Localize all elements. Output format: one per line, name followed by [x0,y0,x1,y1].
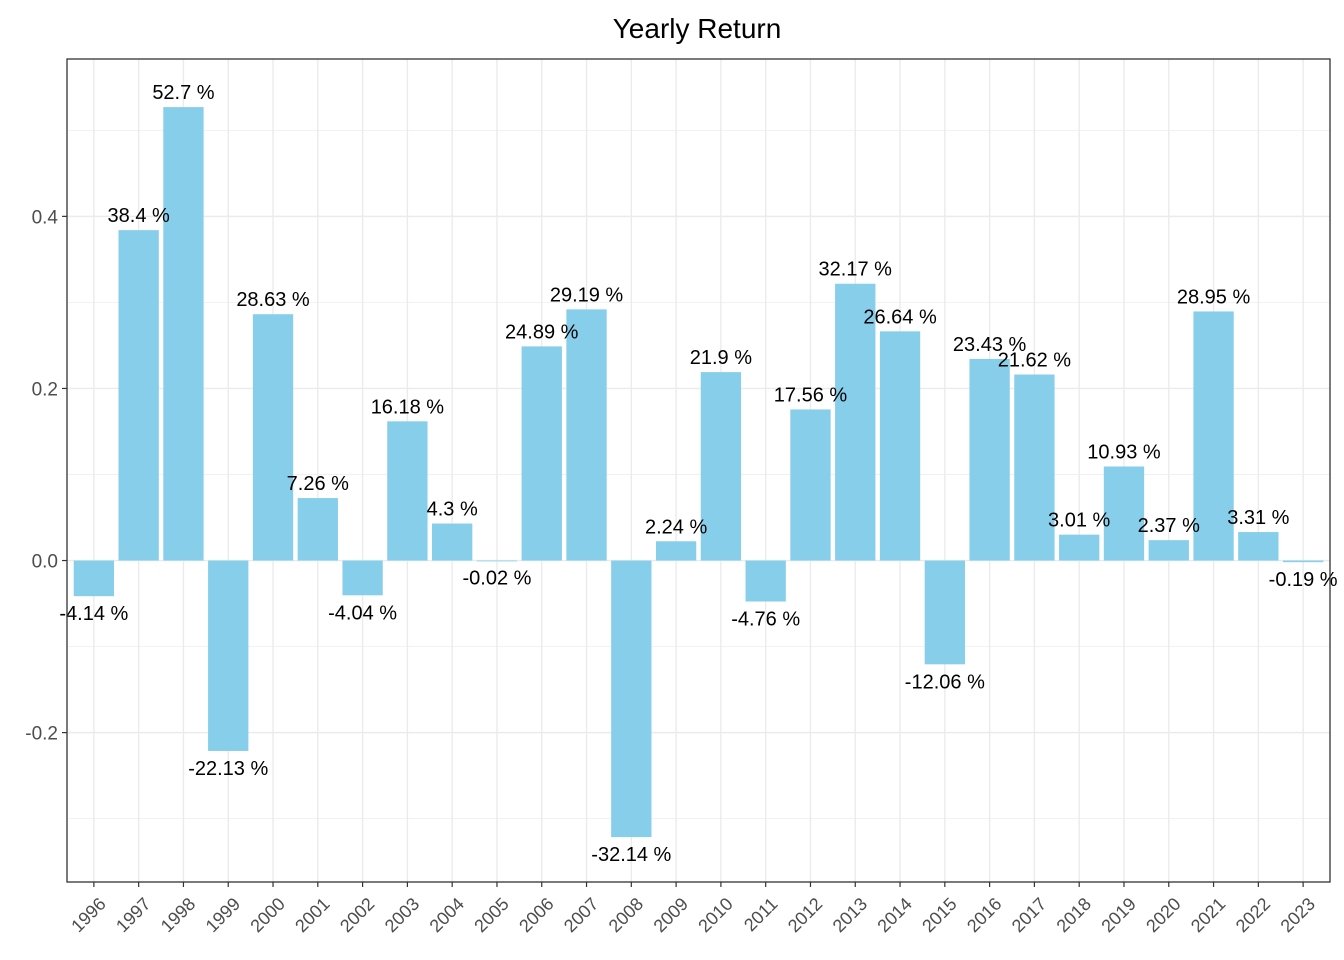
xtick-label: 2015 [918,894,960,936]
data-label-2019: 10.93 % [1087,441,1161,463]
data-label-2020: 2.37 % [1138,515,1200,537]
bar-2022 [1238,532,1279,561]
ytick-label: 0.2 [32,379,58,400]
data-label-layer: -4.14 % 38.4 % 52.7 % -22.13 % 28.63 % 7.26 %… [59,82,1337,866]
xtick-label: 2014 [873,894,915,936]
panel-border [66,58,1331,883]
bar-2018 [1059,534,1100,561]
data-label-2009: 2.24 % [645,516,707,538]
data-label-2016: 23.43 % [953,334,1027,356]
data-label-1997: 38.4 % [108,205,170,227]
xtick-label: 2010 [694,894,736,936]
xtick-label: 2020 [1142,894,1184,936]
data-label-2011: -4.76 % [731,609,800,631]
xtick-label: 2018 [1053,894,1095,936]
data-label-1999: -22.13 % [188,758,268,780]
bar-2007 [566,309,607,561]
bar-2005 [476,560,518,562]
bar-2021 [1193,311,1234,561]
data-label-2018: 3.01 % [1048,510,1110,532]
xtick-label: 2021 [1187,894,1229,936]
data-label-2003: 16.18 % [371,396,445,418]
bar-1998 [163,107,204,561]
bar-2020 [1148,540,1189,561]
data-label-2001: 7.26 % [287,473,349,495]
xtick-label: 2012 [784,894,826,936]
xtick-label: 2011 [740,894,782,936]
xtick-label: 2002 [336,894,378,936]
bar-2015 [924,560,965,665]
bar-2004 [432,523,473,561]
data-label-2007: 29.19 % [550,284,624,306]
xtick-label: 2009 [650,894,692,936]
data-label-2000: 28.63 % [236,289,310,311]
xtick-label: 2022 [1232,894,1274,936]
bar-2008 [611,560,652,838]
data-label-2010: 21.9 % [690,347,752,369]
data-label-2012: 17.56 % [774,384,848,406]
xtick-label: 2017 [1008,894,1050,936]
bar-2000 [252,314,294,561]
bar-2001 [297,498,338,561]
data-label-2006: 24.89 % [505,321,579,343]
ytick-label: 0.4 [32,207,59,228]
bar-2012 [790,409,831,561]
xtick-label: 2007 [560,894,602,936]
xtick-label: 2006 [515,894,557,936]
data-label-2023: -0.19 % [1269,569,1338,591]
bar-2002 [342,560,383,596]
bar-2009 [655,541,697,561]
bar-1997 [118,230,159,561]
data-label-2017: 21.62 % [998,350,1072,372]
data-label-1996: -4.14 % [59,603,128,625]
data-label-2022: 3.31 % [1227,507,1289,529]
data-label-2004: 4.3 % [427,499,478,521]
data-label-2008: -32.14 % [591,844,671,866]
xtick-label: 2019 [1097,894,1139,936]
xtick-label: 2004 [426,894,468,936]
xtick-label: 2016 [963,894,1005,936]
xtick-label: 1998 [157,894,199,936]
bar-2003 [387,421,428,561]
data-label-2005: -0.02 % [462,568,531,590]
xtick-label: 2008 [605,894,647,936]
xtick-label: 1997 [112,894,154,936]
bar-1999 [208,560,249,751]
bar-layer [73,107,1324,838]
xtick-label: 2000 [246,894,288,936]
bar-2011 [745,560,786,602]
xtick-label: 2013 [829,894,871,936]
data-label-2021: 28.95 % [1177,286,1251,308]
xtick-label: 2003 [381,894,423,936]
data-label-2014: 26.64 % [863,306,937,328]
xtick-label: 2001 [291,894,333,936]
bar-2016 [969,358,1010,561]
xtick-label: 1996 [67,894,109,936]
data-label-2013: 32.17 % [819,259,893,281]
bar-2013 [835,283,876,561]
bar-2023 [1282,560,1324,563]
bar-2014 [879,331,921,561]
xtick-label: 2005 [470,894,512,936]
xtick-label: 1999 [202,894,244,936]
data-label-1998: 52.7 % [152,82,214,104]
xtick-label: 2023 [1277,894,1319,936]
bar-2017 [1014,374,1055,561]
bar-1996 [73,560,115,597]
bar-2019 [1103,466,1145,561]
bar-2010 [700,372,742,561]
bar-2006 [521,346,562,561]
data-label-2015: -12.06 % [905,671,985,693]
ytick-label: 0.0 [32,552,58,573]
ytick-label: -0.2 [25,724,58,745]
chart-title: Yearly Return [613,13,782,44]
data-label-2002: -4.04 % [328,602,397,624]
